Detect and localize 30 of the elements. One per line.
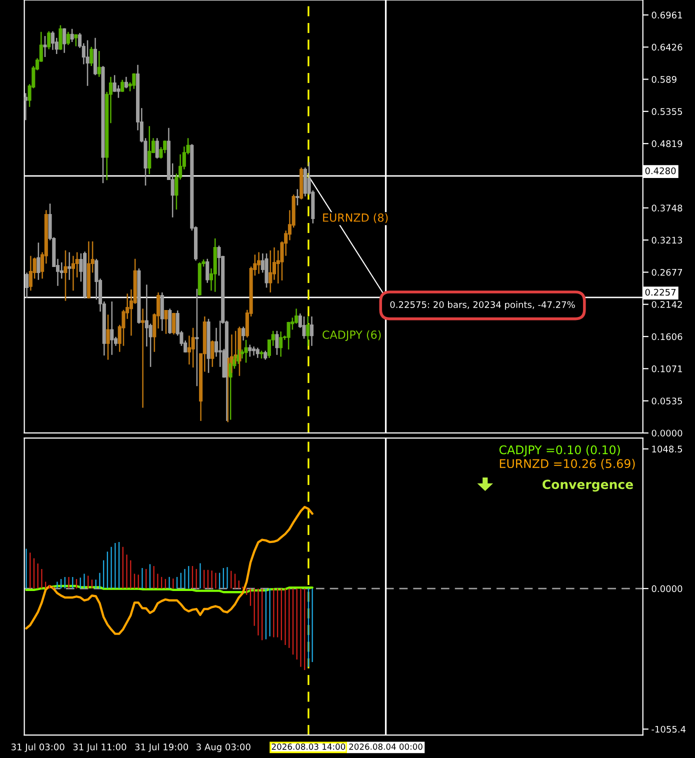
x-tick-label: 31 Jul 03:00 xyxy=(11,743,64,752)
text: CADJPY =0.10 (0.10) xyxy=(499,445,620,456)
y-tick-label: 0.6426 xyxy=(652,44,682,51)
y-tick-label: 0.589 xyxy=(652,76,676,83)
y-tick-label: 0.0000 xyxy=(652,585,682,592)
series-label: EURNZD (8) xyxy=(323,213,388,224)
x-tick-label: 3 Aug 03:00 xyxy=(196,744,250,752)
y-tick-label: 0.2677 xyxy=(652,268,682,276)
x-tick-label: 2026.08.04 00:00 xyxy=(349,744,422,750)
y-tick-label: 0.0000 xyxy=(652,430,682,437)
text: EURNZD =10.26 (5.69) xyxy=(500,458,635,470)
y-tick-label: 0.2142 xyxy=(652,301,682,308)
y-tick-label: 0.0535 xyxy=(652,398,682,404)
y-tick-label: 0.1071 xyxy=(652,365,682,372)
y-tick-label: 0.5355 xyxy=(652,108,682,115)
x-tick-label: 2026.08.03 14:00 xyxy=(272,744,346,750)
y-tick-label: -1055.4 xyxy=(652,726,686,733)
annotation: 0.22575: 20 bars, 20234 points, -47.27% xyxy=(390,301,575,310)
y-tick-label: 0.3748 xyxy=(652,204,682,212)
y-tick-label: 0.1606 xyxy=(652,333,682,340)
x-tick-label: 31 Jul 19:00 xyxy=(135,743,188,752)
x-tick-label: 31 Jul 11:00 xyxy=(73,743,126,752)
y-tick-label: 1048.5 xyxy=(652,446,682,452)
ref-line-label: 0.4280 xyxy=(645,167,676,174)
y-tick-label: 0.4819 xyxy=(652,140,682,148)
annotation: Convergence xyxy=(542,480,633,492)
y-tick-label: 0.3213 xyxy=(652,236,682,244)
y-tick-label: 0.6961 xyxy=(652,12,682,19)
ref-line-label: 0.2257 xyxy=(645,288,676,296)
series-label: CADJPY (6) xyxy=(322,330,381,341)
